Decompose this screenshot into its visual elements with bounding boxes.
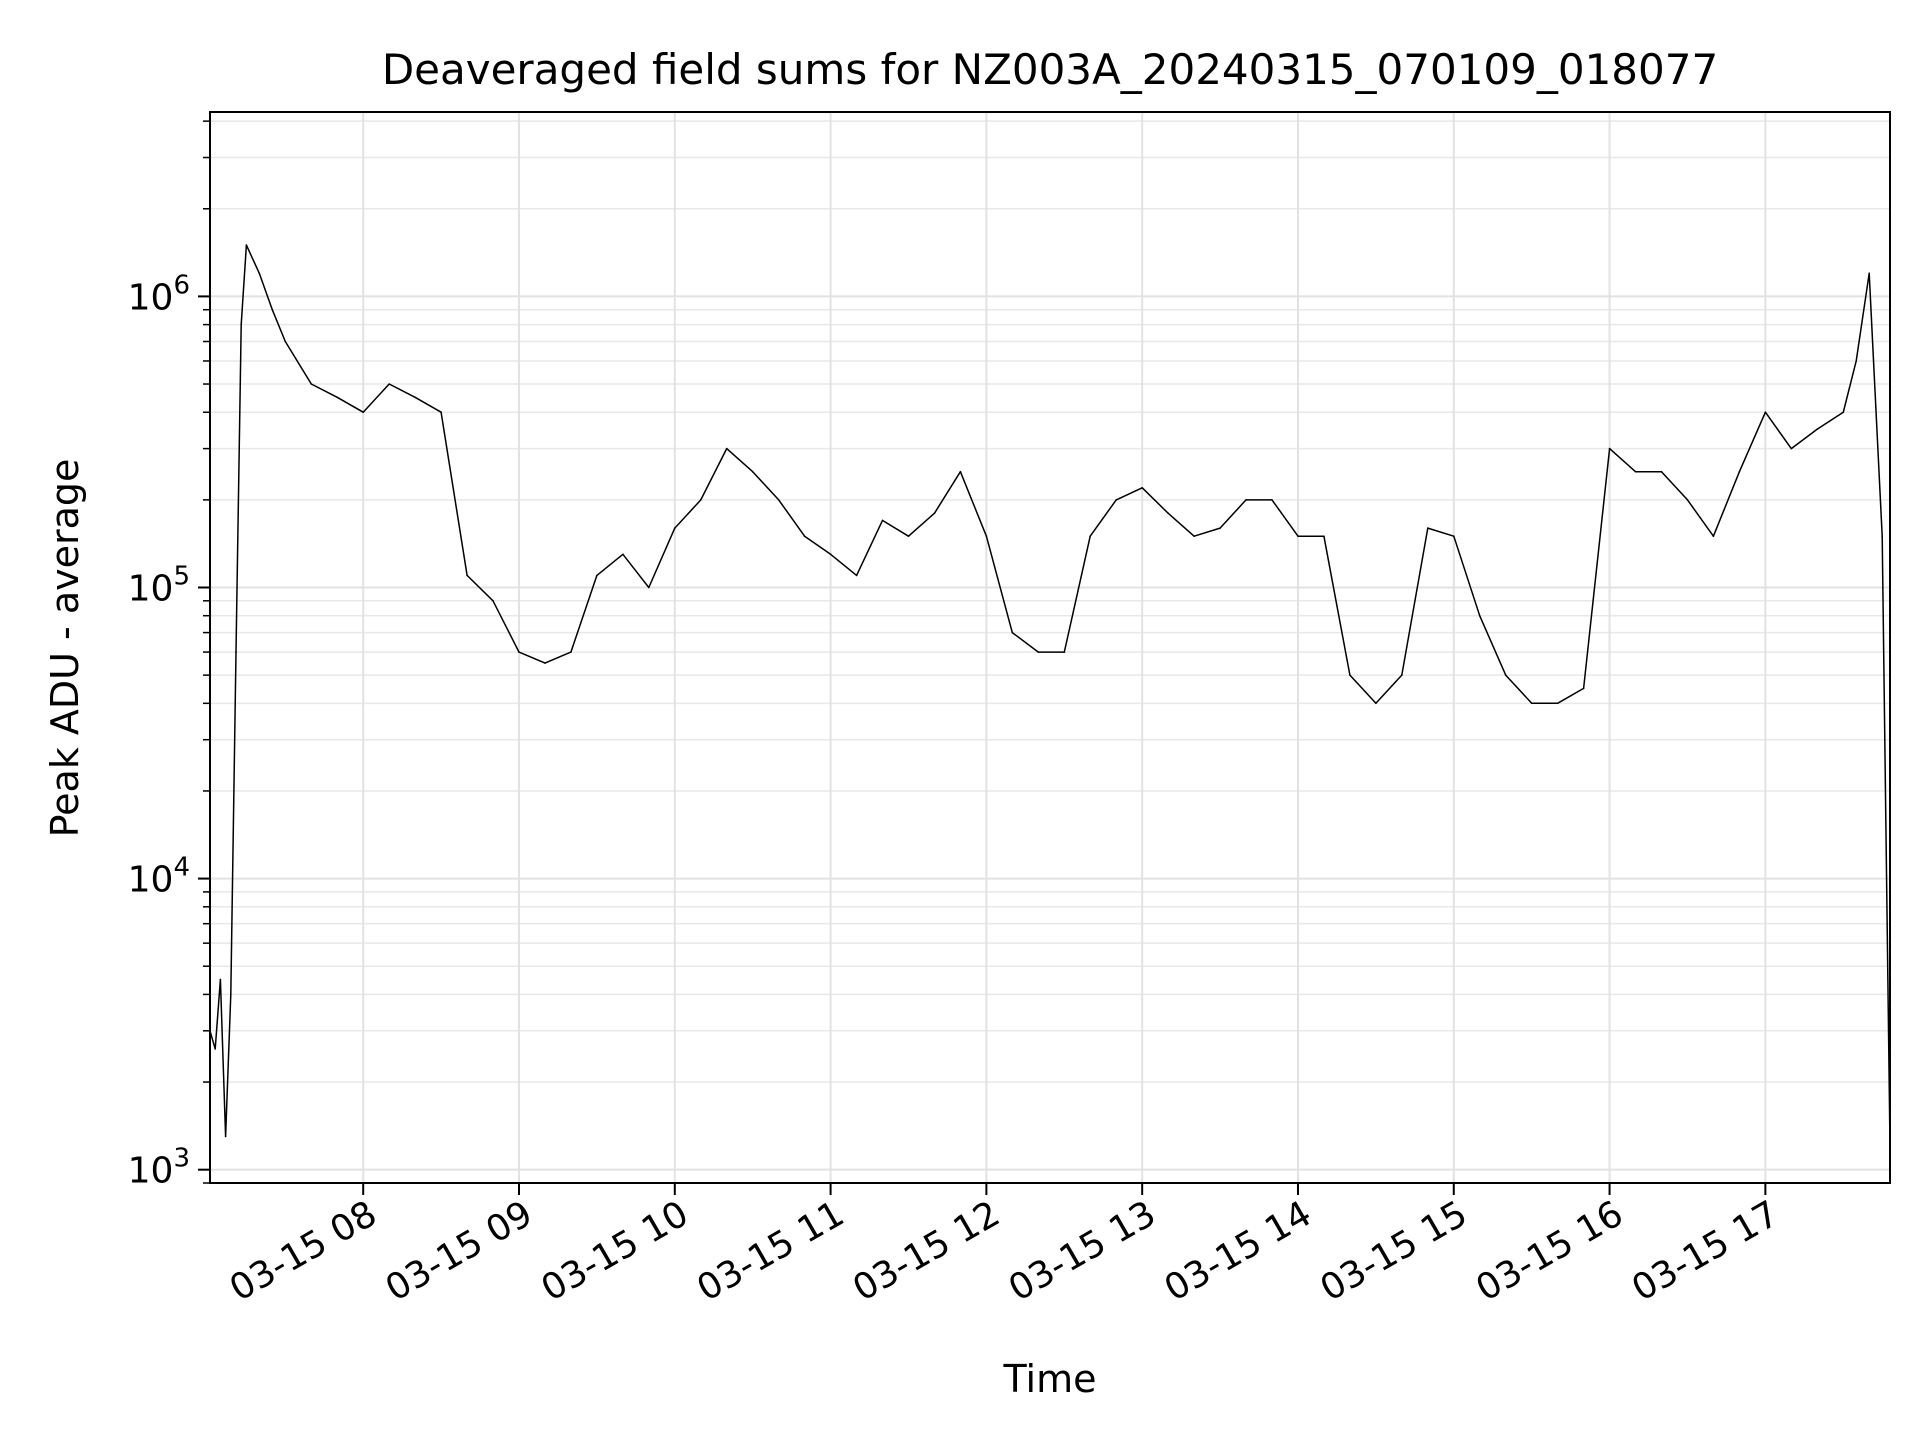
data-point — [284, 340, 287, 343]
data-point — [414, 396, 416, 399]
data-point — [648, 586, 650, 589]
data-point — [1167, 512, 1169, 514]
data-point — [240, 323, 242, 326]
data-point — [725, 447, 728, 450]
data-point — [1790, 447, 1793, 450]
data-point — [933, 512, 936, 514]
y-tick-label: 105 — [128, 561, 190, 609]
y-tick-label: 104 — [128, 853, 190, 901]
data-point — [258, 272, 261, 275]
data-point — [881, 519, 884, 522]
plot-frame — [209, 111, 1891, 1184]
y-tick-exponent: 3 — [173, 1144, 190, 1174]
data-point — [1349, 674, 1351, 676]
data-point — [1323, 535, 1325, 537]
y-tick-exponent: 5 — [173, 561, 190, 591]
data-point — [985, 535, 988, 537]
data-point — [1297, 535, 1299, 537]
data-point — [245, 244, 248, 246]
data-point — [803, 535, 806, 537]
data-point — [622, 553, 624, 556]
y-tick-label: 103 — [128, 1144, 190, 1192]
data-point — [907, 535, 910, 537]
data-point — [230, 993, 232, 996]
y-tick-label: 106 — [128, 270, 190, 318]
data-point — [1738, 470, 1741, 473]
data-point — [1816, 428, 1819, 430]
data-point — [1530, 702, 1533, 705]
data-point — [1037, 651, 1040, 653]
y-tick-base: 10 — [128, 277, 174, 318]
data-point — [1115, 499, 1117, 501]
data-point — [388, 383, 391, 385]
data-point — [1868, 272, 1870, 275]
data-point — [959, 470, 962, 473]
data-point — [224, 1135, 227, 1138]
data-point — [1401, 674, 1403, 676]
data-point — [271, 308, 274, 311]
y-tick-base: 10 — [128, 1151, 174, 1192]
data-point — [674, 527, 676, 529]
data-point — [751, 470, 754, 473]
data-point — [440, 411, 442, 414]
y-axis-label: Peak ADU - average — [43, 459, 87, 838]
data-point — [1660, 470, 1663, 473]
major-gridlines — [210, 112, 1890, 1183]
chart-title: Deaveraged field sums for NZ003A_2024031… — [382, 45, 1718, 94]
data-point — [1478, 614, 1481, 617]
data-point — [1504, 674, 1507, 676]
data-point — [235, 651, 237, 653]
data-point — [1881, 535, 1883, 537]
data-point — [1089, 535, 1091, 537]
y-tick-base: 10 — [128, 568, 174, 609]
data-point — [1608, 447, 1611, 450]
data-point — [544, 662, 546, 664]
x-axis-label: Time — [1003, 1357, 1097, 1401]
y-tick-exponent: 4 — [173, 853, 190, 883]
data-point — [855, 574, 858, 577]
data-point — [362, 411, 365, 414]
data-point — [1842, 411, 1845, 414]
data-point — [700, 499, 702, 501]
data-point — [1686, 499, 1689, 501]
data-series — [209, 244, 1891, 1148]
data-point — [518, 651, 520, 653]
data-point — [219, 978, 222, 981]
data-point — [336, 396, 339, 399]
data-point — [1427, 527, 1429, 529]
data-point — [1582, 687, 1585, 690]
data-point — [570, 651, 572, 653]
data-point — [1634, 470, 1637, 473]
data-point — [777, 499, 780, 501]
data-point — [1063, 651, 1066, 653]
data-point — [1271, 499, 1273, 501]
data-point — [214, 1048, 216, 1050]
data-point — [466, 574, 468, 577]
data-point — [1193, 535, 1195, 537]
data-point — [1011, 631, 1014, 634]
data-point — [1556, 702, 1559, 705]
data-point — [1141, 487, 1143, 489]
data-point — [829, 553, 832, 556]
data-point — [1712, 535, 1715, 537]
data-point — [1764, 411, 1767, 414]
data-point — [1375, 702, 1377, 705]
data-point — [492, 600, 494, 602]
data-point — [596, 574, 598, 577]
data-point — [310, 383, 313, 385]
data-point — [1245, 499, 1247, 501]
y-tick-exponent: 6 — [173, 270, 190, 300]
y-tick-base: 10 — [128, 860, 174, 901]
data-point — [1219, 527, 1221, 529]
data-point — [1855, 360, 1857, 362]
data-point — [1453, 535, 1455, 537]
